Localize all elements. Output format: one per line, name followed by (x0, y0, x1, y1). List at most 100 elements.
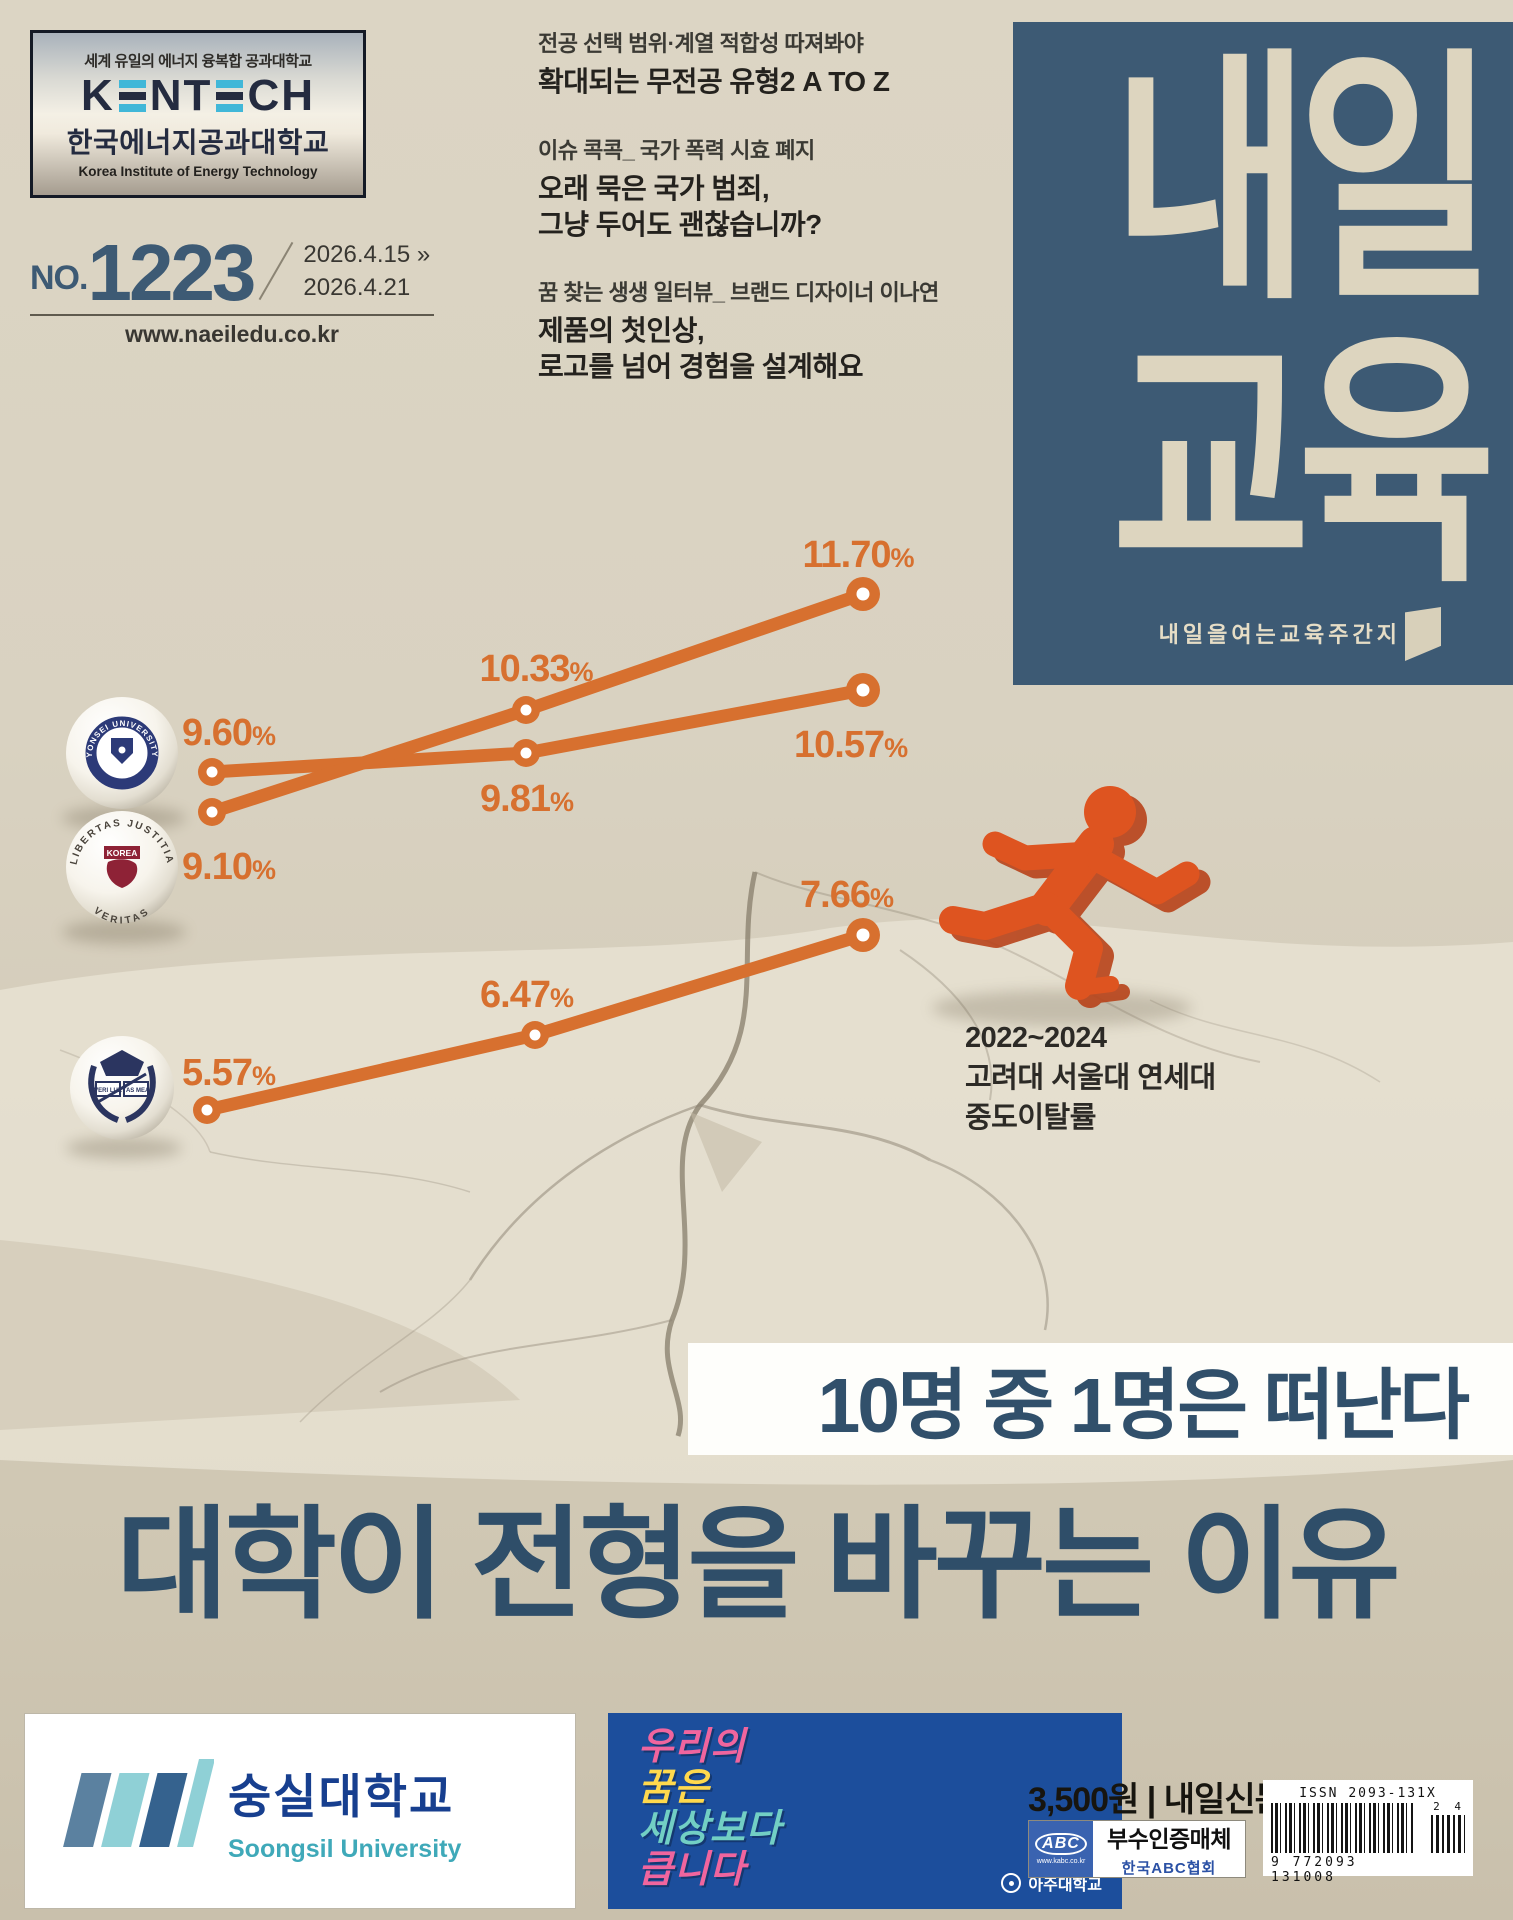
teaser-item: 전공 선택 범위·계열 적합성 따져봐야 확대되는 무전공 유형2 A TO Z (538, 26, 1008, 100)
ajou-slogan-line: 꿈은 (638, 1767, 710, 1810)
kentech-logo-ch: CH (247, 70, 315, 120)
yonsei-university-ball: YONSEI UNIVERSITY (66, 697, 178, 809)
snu-university-ball: VERI LUX TAS MEA (70, 1036, 174, 1140)
korea-crest-box (104, 846, 140, 859)
ajou-logo: 아주대학교 (1001, 1871, 1102, 1895)
issn-number: ISSN 2093-131X (1299, 1786, 1437, 1801)
yonsei-emblem (85, 716, 159, 790)
kentech-logo-nt: NT (149, 70, 213, 120)
korea-crest-text: KOREA (107, 848, 138, 858)
chart-point-label: 10.57% (794, 724, 908, 766)
abc-label-primary: 부수인증매체 (1107, 1826, 1231, 1852)
kentech-name-en: Korea Institute of Energy Technology (78, 163, 318, 179)
ajou-slogan-line: 우리의 (638, 1726, 746, 1768)
issn-barcode: ISSN 2093-131X 9 772093 131008 2 4 (1263, 1780, 1473, 1885)
kentech-name-kr: 한국에너지공과대학교 (66, 126, 330, 158)
line-yonsei (205, 683, 870, 779)
korea-emblem (106, 859, 138, 888)
issue-dates: 2026.4.15 » 2026.4.21 (303, 239, 430, 306)
teaser-title: 오래 묵은 국가 범죄, 그냥 두어도 괜찮습니까? (538, 172, 822, 240)
issue-block: NO. 1223 2026.4.15 » 2026.4.21 (30, 228, 430, 318)
runner-front-leg (939, 892, 1061, 940)
running-man-illustration (939, 786, 1211, 1008)
snu-emblem (100, 1050, 144, 1076)
website-url: www.naeiledu.co.kr (125, 321, 339, 347)
abc-certification-badge: ABC www.kabc.co.kr 부수인증매체 한국ABC협회 (1028, 1820, 1246, 1878)
runner-torso (1029, 826, 1114, 926)
ajou-ad-box: 우리의 꿈은 세상보다 큽니다 아주대학교 (608, 1713, 1122, 1909)
teaser-kicker: 전공 선택 범위·계열 적합성 따져봐야 (538, 31, 864, 56)
price-line: 3,500원 | 내일신문 (1028, 1781, 1286, 1819)
chart-point-label: 9.60% (182, 712, 276, 754)
barcode-bars (1271, 1803, 1415, 1853)
ajou-logo-label: 아주대학교 (1028, 1877, 1102, 1894)
ajou-slogan-line: 세상보다 (638, 1808, 782, 1851)
korea-arc-bottom-text: VERITAS (91, 905, 149, 926)
masthead-box: 내일 교육 내일을여는교육주간지 (1013, 22, 1513, 685)
svg-text:LIBERTAS JUSTITIA: LIBERTAS JUSTITIA (69, 818, 176, 866)
teaser-title: 확대되는 무전공 유형2 A TO Z (538, 66, 890, 97)
kentech-logo: K NT CH (81, 70, 315, 120)
issue-date-from: 2026.4.15 » (303, 241, 431, 269)
abc-url: www.kabc.co.kr (1036, 1858, 1086, 1865)
teaser-kicker: 꿈 찾는 생생 일터뷰_ 브랜드 디자이너 이나연 (538, 280, 939, 306)
korea-arc-top-text: LIBERTAS JUSTITIA (69, 818, 174, 866)
barcode-digits: 9 772093 131008 (1271, 1855, 1358, 1885)
chart-point-label: 10.33% (479, 648, 593, 690)
divider-rule (30, 314, 434, 316)
barcode-addon-digits: 2 4 (1433, 1800, 1465, 1813)
teaser-list: 전공 선택 범위·계열 적합성 따져봐야 확대되는 무전공 유형2 A TO Z… (538, 26, 1008, 418)
chart-caption: 2022~2024 고려대 서울대 연세대 중도이탈률 (965, 1022, 1216, 1135)
barcode-addon-bars (1431, 1815, 1465, 1853)
soongsil-name-kr: 숭실대학교 (228, 1770, 455, 1823)
masthead-tagline: 내일을여는교육주간지 (1158, 622, 1401, 647)
korea-university-ball: LIBERTAS JUSTITIA VERITAS KOREA (66, 811, 178, 927)
ajou-slogan-line: 큽니다 (638, 1849, 746, 1892)
issue-date-to: 2026.4.21 (303, 273, 411, 301)
issue-prefix: NO. (30, 259, 88, 297)
runner-head (1084, 786, 1136, 838)
teaser-item: 이슈 콕콕_ 국가 폭력 시효 폐지 오래 묵은 국가 범죄, 그냥 두어도 괜… (538, 133, 1008, 243)
abc-logo-panel: ABC www.kabc.co.kr (1029, 1821, 1093, 1877)
masthead-corner-shape (1405, 607, 1441, 661)
abc-label-secondary: 한국ABC협회 (1121, 1860, 1217, 1877)
kentech-tagline: 세계 유일의 에너지 융복합 공과대학교 (84, 52, 312, 70)
snu-banner-left-text: VERI LUX (94, 1088, 122, 1094)
teaser-kicker: 이슈 콕콕_ 국가 폭력 시효 폐지 (538, 137, 815, 163)
sub-headline-band: 10명 중 1명은 떠난다 (688, 1343, 1513, 1455)
runner-rear-arm (1086, 847, 1200, 905)
runner-foot (1071, 976, 1119, 996)
abc-labels: 부수인증매체 한국ABC협회 (1093, 1821, 1245, 1877)
svg-text:YONSEI UNIVERSITY: YONSEI UNIVERSITY (85, 719, 159, 758)
slash-divider (259, 241, 294, 301)
soongsil-text: 숭실대학교 Soongsil University (228, 1758, 461, 1864)
svg-text:VERITAS: VERITAS (91, 905, 152, 926)
kentech-e-bars-icon (118, 79, 146, 112)
runner-front-arm (982, 831, 1102, 871)
teaser-item: 꿈 찾는 생생 일터뷰_ 브랜드 디자이너 이나연 제품의 첫인상, 로고를 넘… (538, 275, 1008, 385)
kentech-e-bars-icon (216, 79, 244, 112)
snu-banner-right-text: TAS MEA (123, 1088, 150, 1094)
issue-number: 1223 (87, 228, 256, 318)
chart-point-label: 11.70% (802, 534, 914, 576)
masthead-logo: 내일 교육 (1111, 31, 1497, 613)
snu-laurel-left (88, 1065, 120, 1123)
masthead-word2: 교육 (1111, 314, 1497, 613)
chart-point-label: 5.57% (182, 1052, 276, 1094)
yonsei-arc-text: YONSEI UNIVERSITY (85, 719, 158, 758)
snu-laurel-right (124, 1065, 156, 1123)
teaser-title: 제품의 첫인상, 로고를 넘어 경험을 설계해요 (538, 315, 863, 383)
chart-point-label: 9.10% (182, 846, 276, 888)
ajou-emblem-icon (1001, 1873, 1022, 1893)
chart-point-label: 9.81% (480, 778, 574, 820)
runner-back-leg (1033, 892, 1103, 1000)
masthead-word1: 내일 (1111, 31, 1497, 330)
chart-point-label: 7.66% (800, 874, 894, 916)
sub-headline: 10명 중 1명은 떠난다 (817, 1362, 1470, 1449)
kentech-ad-box: 세계 유일의 에너지 융복합 공과대학교 K NT CH 한국에너지공과대학교 … (30, 30, 366, 198)
line-snu (200, 928, 870, 1117)
soongsil-logo (63, 1759, 214, 1847)
kentech-logo-k: K (81, 70, 115, 120)
soongsil-ad-box: 숭실대학교 Soongsil University (24, 1713, 576, 1909)
